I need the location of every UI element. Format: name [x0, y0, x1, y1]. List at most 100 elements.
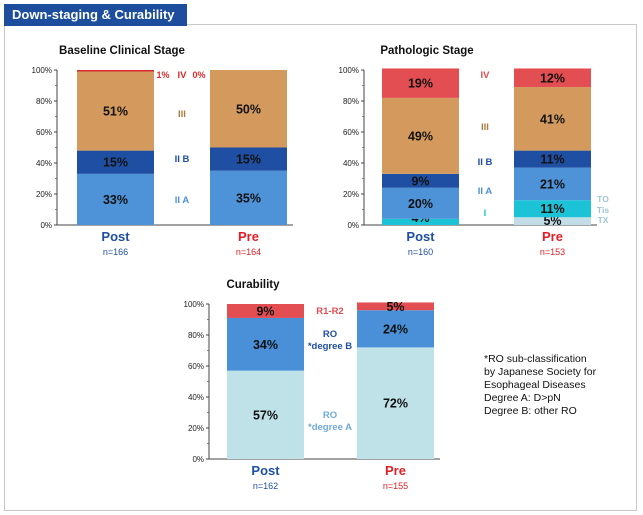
series-label-t0: TO	[597, 194, 609, 204]
bar-segment	[210, 170, 287, 225]
y-tick-label: 100%	[32, 66, 52, 75]
y-tick-label: 60%	[343, 128, 359, 137]
bar-segment	[382, 97, 459, 174]
y-tick-label: 40%	[343, 159, 359, 168]
data-label: 35%	[236, 191, 261, 205]
category-label: Pre	[238, 229, 259, 244]
footnote-line: Degree B: other RO	[484, 405, 577, 417]
data-label: 21%	[540, 177, 565, 191]
category-label: Post	[406, 229, 435, 244]
data-label: 49%	[408, 129, 433, 143]
series-label: II A	[478, 186, 493, 197]
category-label: Post	[251, 463, 280, 478]
category-n-label: n=166	[103, 247, 128, 257]
bar-segment	[227, 317, 304, 371]
data-label: 19%	[408, 77, 433, 91]
bar-segment	[77, 150, 154, 174]
y-tick-label: 0%	[347, 221, 359, 230]
data-label: 9%	[411, 174, 429, 188]
data-label: 34%	[253, 338, 278, 352]
footnote-line: Degree A: D>pN	[484, 392, 561, 404]
category-n-label: n=160	[408, 247, 433, 257]
bar-segment	[382, 218, 459, 225]
bar-segment	[514, 200, 591, 218]
data-label: 72%	[383, 397, 408, 411]
category-label: Pre	[385, 463, 406, 478]
series-label: RO	[323, 410, 337, 421]
footnote-line: by Japanese Society for	[484, 366, 597, 378]
bar-segment	[210, 147, 287, 171]
y-tick-label: 60%	[188, 362, 204, 371]
bar-segment	[210, 70, 287, 148]
bar-segment	[77, 173, 154, 225]
chart-title: Pathologic Stage	[380, 45, 473, 57]
y-tick-label: 100%	[184, 300, 204, 309]
bar-segment	[382, 187, 459, 219]
y-tick-label: 20%	[188, 424, 204, 433]
bar-segment	[514, 167, 591, 201]
bar-segment	[382, 68, 459, 98]
bar-segment	[357, 310, 434, 348]
data-label: 11%	[540, 153, 564, 167]
series-label: II B	[478, 157, 493, 168]
bar-segment	[514, 68, 591, 88]
y-tick-label: 100%	[339, 66, 359, 75]
annotation-label: 1%	[156, 70, 169, 80]
bar-segment	[514, 87, 591, 151]
series-label: III	[178, 109, 186, 120]
annotation-label: 0%	[192, 70, 205, 80]
data-label: 11%	[540, 202, 564, 216]
data-label: 33%	[103, 193, 128, 207]
footnote-line: *RO sub-classification	[484, 353, 587, 365]
series-label-tis: Tis	[597, 205, 609, 215]
footnote-line: Esophageal Diseases	[484, 379, 586, 391]
footnote: *RO sub-classification by Japanese Socie…	[484, 353, 634, 418]
category-n-label: n=162	[253, 481, 278, 491]
category-label: Post	[101, 229, 130, 244]
data-label: 5%	[543, 214, 561, 228]
banner-title: Down-staging & Curability	[4, 4, 187, 26]
bar-segment	[514, 217, 591, 225]
chart-title: Curability	[226, 279, 280, 291]
series-label: II A	[175, 195, 190, 206]
series-label-tx: TX	[598, 215, 609, 225]
y-tick-label: 0%	[40, 221, 52, 230]
series-label: I	[484, 208, 487, 219]
bar-segment	[77, 71, 154, 151]
data-label: 15%	[236, 153, 261, 167]
bar-segment	[227, 370, 304, 459]
chart-title: Baseline Clinical Stage	[59, 45, 185, 57]
series-label: *degree A	[308, 422, 352, 433]
data-label: 50%	[236, 102, 261, 116]
data-label: 57%	[253, 408, 278, 422]
series-label: II B	[175, 154, 190, 165]
data-label: 24%	[383, 322, 408, 336]
series-label: R1-R2	[316, 306, 343, 317]
data-label: 41%	[540, 112, 565, 126]
series-label: IV	[178, 70, 188, 81]
bar-segment	[357, 302, 434, 311]
y-tick-label: 60%	[36, 128, 52, 137]
data-label: 9%	[256, 304, 274, 318]
data-label: 51%	[103, 105, 128, 119]
series-label: *degree B	[308, 341, 352, 352]
y-tick-label: 80%	[188, 331, 204, 340]
bar-segment	[77, 70, 154, 72]
y-tick-label: 20%	[36, 190, 52, 199]
data-label: 20%	[408, 197, 433, 211]
category-n-label: n=164	[236, 247, 261, 257]
y-tick-label: 0%	[192, 455, 204, 464]
data-label: 5%	[386, 300, 404, 314]
series-label: III	[481, 122, 489, 133]
bar-segment	[514, 150, 591, 168]
data-label: 12%	[540, 71, 565, 85]
bar-segment	[227, 304, 304, 318]
category-label: Pre	[542, 229, 563, 244]
category-n-label: n=153	[540, 247, 565, 257]
bar-segment	[357, 347, 434, 459]
y-tick-label: 80%	[36, 97, 52, 106]
y-tick-label: 20%	[343, 190, 359, 199]
y-tick-label: 40%	[188, 393, 204, 402]
bar-segment	[382, 173, 459, 188]
